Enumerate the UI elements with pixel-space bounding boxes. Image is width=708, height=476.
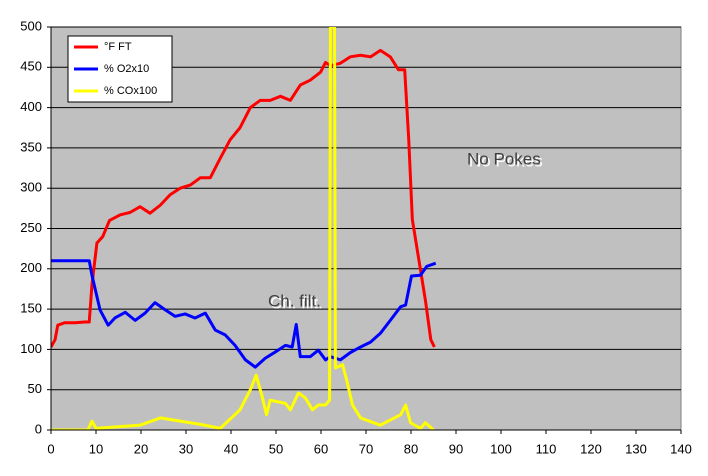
x-tick-label: 120 [580,441,602,456]
y-tick-label: 350 [20,139,42,154]
y-tick-label: 400 [20,99,42,114]
y-tick-label: 250 [20,220,42,235]
x-tick-label: 80 [404,441,418,456]
series-line [51,48,436,348]
legend-label: °F FT [104,41,132,53]
annotation: Ch. filt. [268,291,321,310]
x-tick-label: 100 [490,441,512,456]
x-tick-label: 0 [47,441,54,456]
y-tick-label: 300 [20,180,42,195]
y-tick-label: 0 [35,421,42,436]
y-tick-label: 150 [20,301,42,316]
x-tick-label: 90 [449,441,463,456]
y-tick-label: 500 [20,18,42,33]
legend-label: % O2x10 [104,63,149,75]
x-tick-label: 130 [625,441,647,456]
y-tick-label: 100 [20,341,42,356]
x-tick-label: 50 [269,441,283,456]
x-tick-label: 140 [670,441,692,456]
series-line [51,259,437,369]
legend: °F FT % O2x10 % COx100 [67,35,173,103]
series-line [51,27,435,430]
x-tick-label: 40 [224,441,238,456]
x-tick-label: 10 [89,441,103,456]
x-tick-label: 30 [179,441,193,456]
annotation: No Pokes [467,149,541,168]
x-tick-label: 70 [359,441,373,456]
x-tick-label: 110 [536,441,557,456]
axes: 0 50 100 150 200 250 300 350 400 450 500 0 10 20 30 40 5… [20,18,692,456]
y-tick-label: 200 [20,260,42,275]
x-tick-label: 20 [134,441,148,456]
y-tick-label: 450 [20,59,42,74]
x-tick-label: 60 [314,441,328,456]
legend-label: % COx100 [104,85,157,97]
lines [51,27,437,430]
annotation-shadow: Ch. filt. [270,293,323,312]
annotation-shadow: No Pokes [469,151,543,170]
y-tick-label: 50 [28,381,42,396]
